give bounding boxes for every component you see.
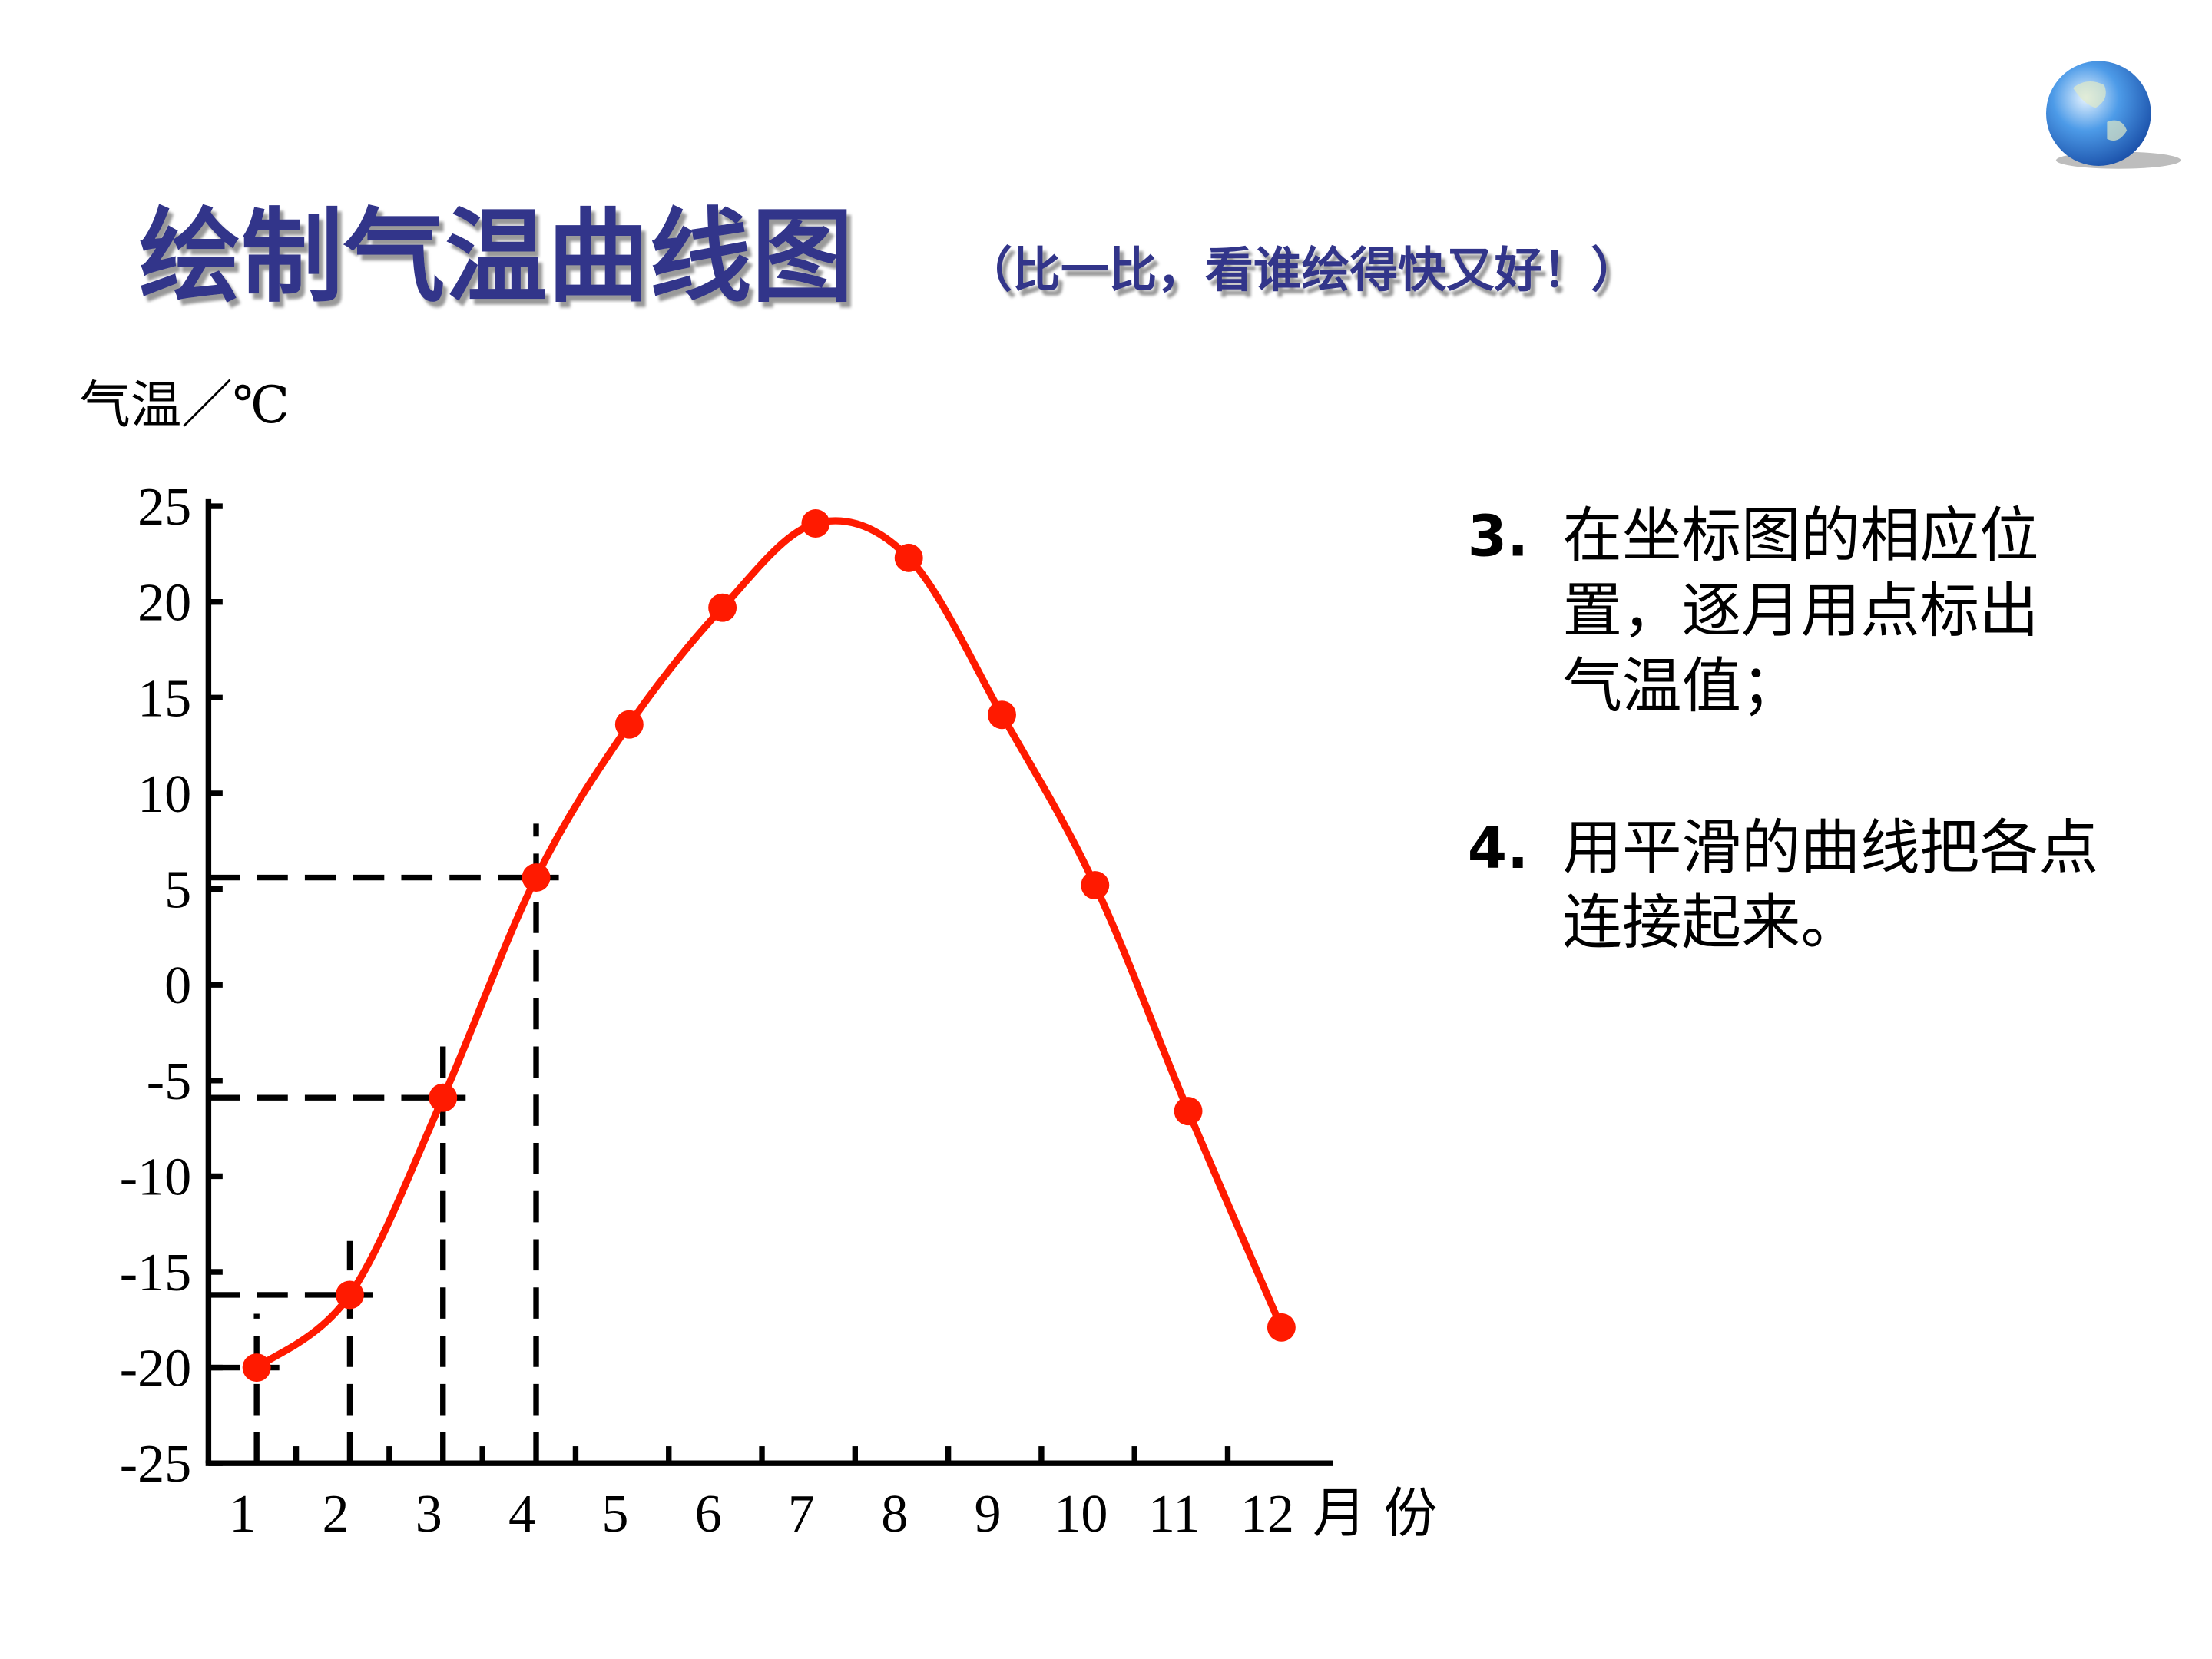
x-tick-label: 5 xyxy=(601,1484,628,1544)
data-point xyxy=(801,509,830,538)
note-line: 置，逐月用点标出 xyxy=(1562,578,2038,644)
chart-title: 绘制气温曲线图 xyxy=(139,198,853,316)
x-tick-label: 1 xyxy=(229,1484,256,1544)
note-number: 4. xyxy=(1468,816,1528,882)
note-line: 用平滑的曲线把各点 xyxy=(1562,815,2098,881)
y-tick-label: -5 xyxy=(147,1051,191,1111)
data-point xyxy=(429,1083,458,1112)
y-tick-label: 10 xyxy=(137,764,191,824)
x-tick-label: 7 xyxy=(788,1484,815,1544)
data-point xyxy=(614,710,644,739)
x-tick-label: 2 xyxy=(322,1484,349,1544)
note-line: 在坐标图的相应位 xyxy=(1562,503,2038,569)
x-tick-label: 8 xyxy=(881,1484,908,1544)
x-tick-label: 9 xyxy=(974,1484,1001,1544)
data-point xyxy=(335,1280,364,1310)
y-tick-label: 0 xyxy=(164,955,191,1015)
x-tick-label: 10 xyxy=(1054,1484,1108,1544)
x-tick-label: 6 xyxy=(695,1484,722,1544)
data-point xyxy=(708,593,737,622)
y-tick-label: -20 xyxy=(120,1339,192,1399)
note-line: 气温值； xyxy=(1562,653,1800,719)
data-point xyxy=(1081,871,1110,900)
x-tick-label: 12 xyxy=(1240,1484,1294,1544)
y-tick-label: 25 xyxy=(137,477,191,537)
data-point xyxy=(1174,1097,1203,1126)
data-point xyxy=(894,543,923,572)
y-tick-label: -10 xyxy=(120,1147,192,1207)
y-tick-label: 20 xyxy=(137,573,191,633)
y-tick-label: -25 xyxy=(120,1434,192,1494)
data-point xyxy=(1267,1313,1296,1342)
x-axis-label: 月份 xyxy=(1313,1484,1455,1544)
y-tick-label: 15 xyxy=(137,668,191,728)
chart-subtitle: （比一比，看谁绘得快又好！） xyxy=(964,242,1639,298)
x-tick-label: 11 xyxy=(1148,1484,1200,1544)
temperature-curve xyxy=(254,517,1285,1371)
x-tick-label: 3 xyxy=(416,1484,442,1544)
globe-icon xyxy=(2046,61,2151,166)
data-point xyxy=(988,700,1016,730)
data-point xyxy=(242,1353,271,1382)
y-axis-label: 气温／℃ xyxy=(79,378,290,434)
globe-land xyxy=(2073,81,2128,141)
note-number: 3. xyxy=(1468,504,1528,570)
note-line: 连接起来。 xyxy=(1562,890,1860,956)
data-point xyxy=(522,863,551,892)
y-tick-label: -15 xyxy=(120,1243,192,1303)
x-tick-label: 4 xyxy=(508,1484,535,1544)
y-tick-label: 5 xyxy=(164,860,191,920)
